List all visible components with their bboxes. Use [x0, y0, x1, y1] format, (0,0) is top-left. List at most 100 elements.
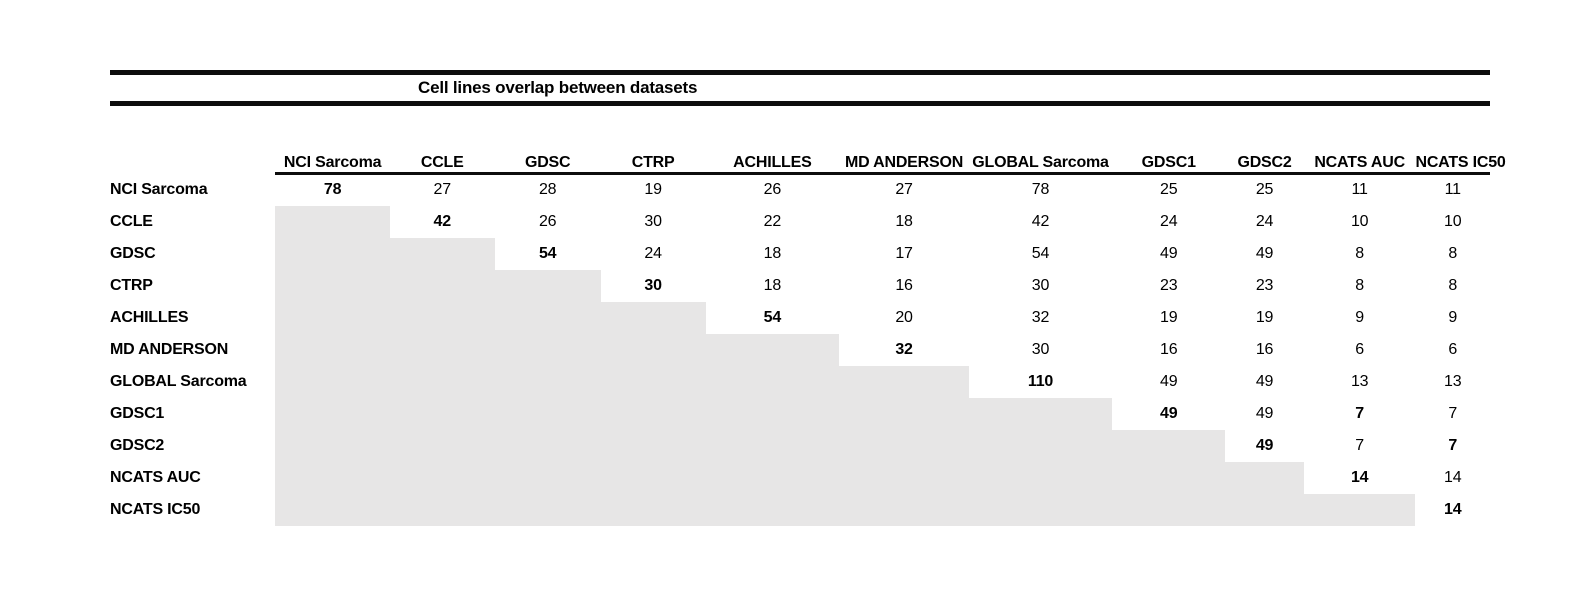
matrix-cell-gdsc-x-global-sarcoma: 54	[1031, 244, 1050, 262]
matrix-cell-gdsc-x-md-anderson: 17	[895, 244, 913, 262]
table-row-gdsc2: GDSC2 49 7 7	[110, 429, 1490, 462]
table-title: Cell lines overlap between datasets	[418, 78, 698, 97]
matrix-cell-md-anderson-x-ncats-ic50: 6	[1448, 340, 1458, 358]
table-row-nci-sarcoma: NCI Sarcoma 78 27 28 19 26 27 78 25 25 11 11	[110, 174, 1490, 206]
matrix-cell-gdsc2-x-ccle	[389, 429, 495, 462]
matrix-cell-gdsc1-x-gdsc2: 49	[1255, 404, 1274, 422]
matrix-cell-nci-sarcoma-x-gdsc: 28	[538, 181, 557, 199]
matrix-cell-gdsc-x-gdsc2: 49	[1255, 244, 1274, 262]
matrix-cell-ncats-auc-x-ncats-auc: 14	[1350, 468, 1369, 486]
matrix-cell-gdsc1-x-md-anderson	[839, 397, 969, 430]
matrix-cell-nci-sarcoma-x-ncats-auc: 11	[1351, 181, 1368, 199]
top-rule	[110, 70, 1490, 75]
matrix-cell-global-sarcoma-x-ncats-auc: 13	[1350, 372, 1369, 390]
row-header-global-sarcoma: GLOBAL Sarcoma	[110, 372, 247, 390]
table-row-achilles: ACHILLES 54 20 32 19 19 9 9	[110, 301, 1490, 334]
matrix-cell-ncats-auc-x-gdsc	[494, 461, 601, 494]
matrix-cell-ncats-ic50-x-ctrp	[600, 493, 706, 526]
matrix-cell-gdsc1-x-ccle	[389, 397, 495, 430]
matrix-cell-gdsc2-x-ncats-ic50: 7	[1448, 436, 1458, 454]
table-row-gdsc: GDSC 54 24 18 17 54 49 49 8 8	[110, 237, 1490, 270]
matrix-cell-ctrp-x-nci-sarcoma	[275, 269, 390, 302]
matrix-cell-ccle-x-ccle: 42	[433, 212, 452, 230]
matrix-cell-gdsc1-x-gdsc1: 49	[1160, 404, 1178, 422]
row-header-ctrp: CTRP	[110, 276, 153, 294]
matrix-cell-md-anderson-x-ncats-auc: 6	[1355, 340, 1364, 358]
table-row-gdsc1: GDSC1 49 49 7 7	[110, 397, 1490, 430]
matrix-cell-gdsc2-x-ncats-auc: 7	[1355, 436, 1364, 454]
matrix-cell-ncats-auc-x-ncats-ic50: 14	[1444, 468, 1462, 486]
matrix-cell-ncats-ic50-x-ncats-ic50: 14	[1444, 500, 1462, 518]
matrix-cell-ncats-auc-x-achilles	[705, 461, 840, 494]
matrix-cell-gdsc2-x-md-anderson	[839, 429, 969, 462]
matrix-cell-nci-sarcoma-x-ncats-ic50: 11	[1444, 181, 1461, 199]
matrix-cell-ctrp-x-ncats-ic50: 8	[1448, 276, 1458, 294]
matrix-cell-achilles-x-global-sarcoma: 32	[1031, 308, 1050, 326]
matrix-cell-global-sarcoma-x-ccle	[389, 365, 495, 398]
matrix-cell-global-sarcoma-x-md-anderson	[839, 365, 969, 398]
table-row-global-sarcoma: GLOBAL Sarcoma 110 49 49 13 13	[110, 365, 1490, 398]
matrix-cell-achilles-x-achilles: 54	[763, 308, 782, 326]
matrix-cell-global-sarcoma-x-gdsc	[494, 365, 601, 398]
row-header-gdsc1: GDSC1	[110, 404, 165, 422]
matrix-cell-global-sarcoma-x-global-sarcoma: 110	[1027, 372, 1054, 390]
matrix-cell-ccle-x-ctrp: 30	[644, 212, 662, 230]
row-header-ccle: CCLE	[110, 212, 153, 230]
matrix-cell-achilles-x-ctrp	[600, 301, 706, 334]
matrix-cell-ncats-auc-x-gdsc1	[1112, 461, 1226, 494]
matrix-cell-achilles-x-gdsc	[494, 301, 601, 334]
matrix-cell-achilles-x-md-anderson: 20	[895, 308, 913, 326]
matrix-cell-ncats-auc-x-gdsc2	[1225, 461, 1304, 494]
table-row-ncats-ic50: NCATS IC50 14	[110, 493, 1490, 526]
matrix-cell-ctrp-x-ccle	[389, 269, 495, 302]
matrix-cell-gdsc1-x-global-sarcoma	[968, 397, 1113, 430]
matrix-cell-ncats-ic50-x-md-anderson	[839, 493, 969, 526]
matrix-cell-md-anderson-x-achilles	[705, 333, 840, 366]
row-header-gdsc2: GDSC2	[110, 436, 165, 454]
matrix-cell-gdsc-x-nci-sarcoma	[275, 237, 390, 270]
matrix-cell-nci-sarcoma-x-gdsc1: 25	[1160, 181, 1178, 199]
col-header-gdsc: GDSC	[494, 142, 601, 175]
matrix-cell-md-anderson-x-gdsc1: 16	[1160, 340, 1178, 358]
matrix-cell-nci-sarcoma-x-global-sarcoma: 78	[1031, 181, 1050, 199]
matrix-cell-ccle-x-gdsc1: 24	[1160, 212, 1178, 230]
col-header-ncats-ic50: NCATS IC50	[1415, 142, 1506, 175]
matrix-cell-ncats-auc-x-global-sarcoma	[968, 461, 1113, 494]
table-row-md-anderson: MD ANDERSON 32 30 16 16 6 6	[110, 333, 1490, 366]
matrix-cell-md-anderson-x-nci-sarcoma	[275, 333, 390, 366]
matrix-cell-ctrp-x-gdsc2: 23	[1255, 276, 1274, 294]
matrix-cell-ccle-x-ncats-auc: 10	[1350, 212, 1369, 230]
matrix-cell-gdsc-x-ccle	[389, 237, 495, 270]
matrix-cell-ncats-auc-x-nci-sarcoma	[275, 461, 390, 494]
matrix-cell-ccle-x-global-sarcoma: 42	[1031, 212, 1050, 230]
matrix-cell-md-anderson-x-global-sarcoma: 30	[1031, 340, 1050, 358]
row-header-ncats-auc: NCATS AUC	[110, 468, 201, 486]
matrix-cell-gdsc2-x-gdsc	[494, 429, 601, 462]
matrix-cell-global-sarcoma-x-gdsc2: 49	[1255, 372, 1274, 390]
col-header-ncats-auc: NCATS AUC	[1303, 142, 1416, 175]
matrix-cell-ccle-x-achilles: 22	[763, 212, 782, 230]
col-header-gdsc1: GDSC1	[1112, 142, 1226, 175]
matrix-cell-gdsc1-x-nci-sarcoma	[275, 397, 390, 430]
matrix-cell-ctrp-x-achilles: 18	[763, 276, 782, 294]
col-header-global-sarcoma: GLOBAL Sarcoma	[968, 142, 1113, 175]
matrix-cell-ncats-ic50-x-global-sarcoma	[968, 493, 1113, 526]
col-header-md-anderson: MD ANDERSON	[839, 142, 969, 175]
matrix-cell-global-sarcoma-x-ncats-ic50: 13	[1444, 372, 1462, 390]
matrix-cell-ctrp-x-ncats-auc: 8	[1355, 276, 1364, 294]
matrix-cell-gdsc1-x-ncats-auc: 7	[1355, 404, 1364, 422]
matrix-cell-md-anderson-x-ctrp	[600, 333, 706, 366]
matrix-cell-achilles-x-ncats-auc: 9	[1355, 308, 1364, 326]
matrix-cell-global-sarcoma-x-gdsc1: 49	[1160, 372, 1178, 390]
matrix-cell-achilles-x-gdsc2: 19	[1255, 308, 1274, 326]
matrix-cell-global-sarcoma-x-achilles	[705, 365, 840, 398]
matrix-cell-gdsc-x-gdsc: 54	[538, 244, 557, 262]
matrix-cell-ncats-auc-x-ctrp	[600, 461, 706, 494]
matrix-cell-md-anderson-x-ccle	[389, 333, 495, 366]
matrix-cell-nci-sarcoma-x-nci-sarcoma: 78	[323, 181, 342, 199]
matrix-cell-ncats-ic50-x-ccle	[389, 493, 495, 526]
row-header-nci-sarcoma: NCI Sarcoma	[110, 180, 208, 198]
table-row-ctrp: CTRP 30 18 16 30 23 23 8 8	[110, 269, 1490, 302]
matrix-cell-global-sarcoma-x-nci-sarcoma	[275, 365, 390, 398]
